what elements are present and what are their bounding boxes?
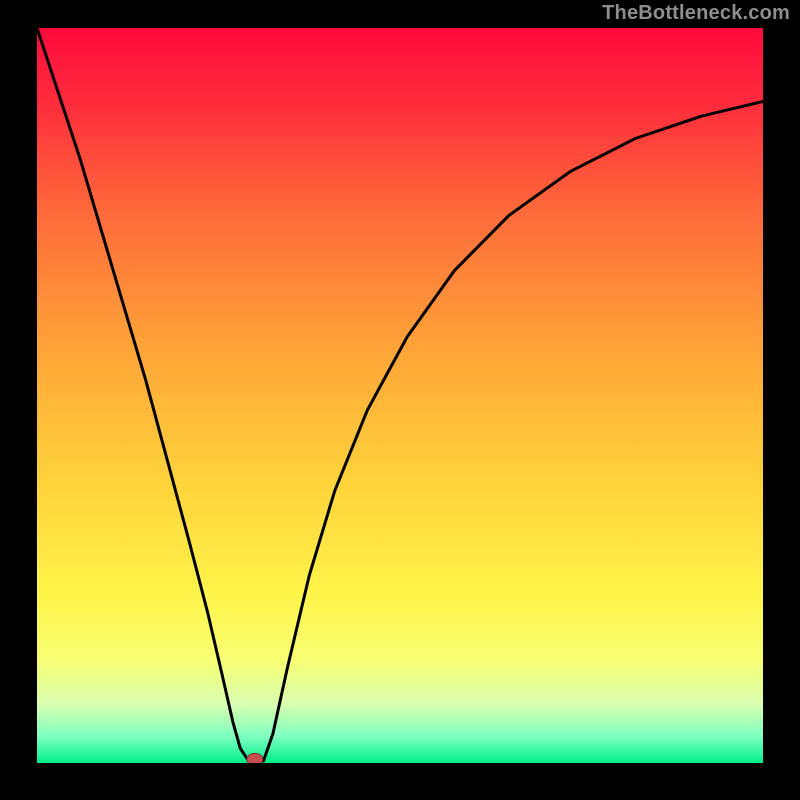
minimum-marker	[247, 753, 263, 763]
chart-frame: TheBottleneck.com	[0, 0, 800, 800]
plot-area	[37, 28, 763, 763]
watermark-text: TheBottleneck.com	[602, 2, 790, 25]
gradient-background	[37, 28, 763, 763]
